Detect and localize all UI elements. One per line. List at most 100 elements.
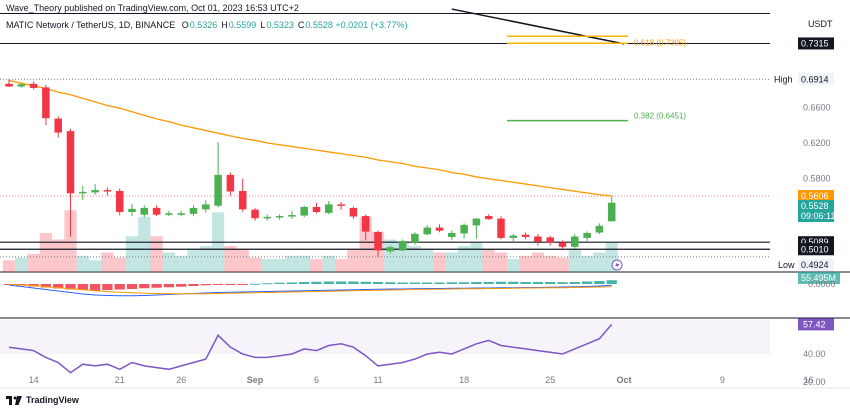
price-change: +0.0201 (+3.77%) xyxy=(335,20,408,30)
macd-histogram-bar xyxy=(262,283,273,285)
macd-histogram-bar xyxy=(397,282,408,284)
level-tag: 0.7315 xyxy=(798,37,834,50)
candle xyxy=(484,214,493,220)
macd-histogram-bar xyxy=(299,282,310,284)
candle-body xyxy=(202,204,210,210)
rsi-tag-text: 57.42 xyxy=(803,319,826,329)
volume-bar xyxy=(334,259,348,272)
candle xyxy=(607,196,616,222)
candle-body xyxy=(5,83,13,87)
volume-bar xyxy=(421,249,434,272)
volume-bar xyxy=(470,242,483,272)
volume-bar xyxy=(27,253,40,272)
macd-histogram-bar xyxy=(569,282,580,284)
candle-body xyxy=(165,213,173,215)
symbol-name[interactable]: MATIC Network / TetherUS, 1D, BINANCE xyxy=(6,20,176,30)
time-tick: 9 xyxy=(720,375,725,385)
candle xyxy=(165,210,173,217)
candle xyxy=(546,235,554,246)
volume-bar xyxy=(556,257,569,272)
candle-body xyxy=(386,247,395,252)
candle-body xyxy=(546,237,554,243)
candle xyxy=(534,234,542,246)
low-tag-bg xyxy=(798,258,834,271)
candle xyxy=(54,116,62,138)
time-tick: 16 xyxy=(803,375,813,385)
ema-tag-text: 0.5606 xyxy=(801,191,829,201)
candle-body xyxy=(423,227,431,235)
tradingview-logo-icon xyxy=(6,395,22,405)
candle-body xyxy=(435,227,444,231)
candle xyxy=(509,234,518,243)
macd-signal-line xyxy=(8,283,612,295)
volume-bar xyxy=(433,252,446,272)
candle xyxy=(312,202,321,214)
low-tag-text: 0.4924 xyxy=(801,260,829,270)
candle xyxy=(79,185,87,201)
volume-bar xyxy=(347,249,360,272)
candle xyxy=(152,205,161,217)
volume-bar xyxy=(568,249,581,272)
candle-body xyxy=(497,218,505,238)
price-tick: 0.5800 xyxy=(803,174,831,184)
volume-bar xyxy=(15,257,28,272)
volume-bar xyxy=(519,255,532,272)
time-tick: 11 xyxy=(373,375,382,385)
candle-body xyxy=(115,190,124,212)
volume-bar xyxy=(261,259,274,272)
candle-body xyxy=(29,83,38,88)
candle xyxy=(497,216,505,240)
candle xyxy=(521,232,530,240)
candle-body xyxy=(534,236,542,242)
ohlc-key: H xyxy=(221,20,228,30)
time-tick: 18 xyxy=(459,375,469,385)
candle xyxy=(595,223,604,235)
candle-body xyxy=(411,233,419,243)
volume-bar xyxy=(76,255,89,272)
candle xyxy=(226,172,235,196)
candle-body xyxy=(275,215,284,218)
volume-bar xyxy=(531,252,545,272)
time-tick: 21 xyxy=(115,375,125,385)
candle xyxy=(300,205,308,218)
support-tag-text: 0.5089 xyxy=(801,237,829,247)
candle-body xyxy=(288,215,296,217)
candle xyxy=(423,225,431,235)
rsi-tick: 40.00 xyxy=(803,349,826,359)
level-tag-text: 0.7315 xyxy=(801,38,829,48)
time-tick: Oct xyxy=(616,375,631,385)
high-label: High xyxy=(774,74,793,84)
published-line: Wave_Theory published on TradingView.com… xyxy=(6,3,299,13)
price-tick: 0.6200 xyxy=(803,138,831,148)
macd-histogram-bar xyxy=(483,282,494,284)
macd-histogram-bar xyxy=(89,284,101,291)
candle-body xyxy=(226,174,235,192)
candle xyxy=(251,208,259,221)
candle-body xyxy=(349,207,358,217)
macd-histogram-bar xyxy=(40,284,52,288)
macd-histogram-bar xyxy=(422,282,433,284)
volume-bar xyxy=(457,246,471,272)
brand-footer: TradingView xyxy=(6,395,79,405)
volume-bar xyxy=(224,246,237,272)
rsi-tag-bg xyxy=(798,318,834,331)
support-tag-text: 0.5010 xyxy=(801,244,829,254)
horizontal-levels xyxy=(0,8,770,258)
candle xyxy=(398,239,407,252)
volume-bar xyxy=(298,255,311,272)
lightning-icon xyxy=(611,259,623,271)
ema-line-path xyxy=(8,79,612,197)
candle xyxy=(103,187,112,196)
price-tick: 0.6600 xyxy=(803,102,831,112)
ohlc-values: O0.5326 H0.5599 L0.5323 C0.5528 xyxy=(178,20,333,30)
macd-histogram-bar xyxy=(274,282,285,284)
symbol-info: MATIC Network / TetherUS, 1D, BINANCE O0… xyxy=(6,20,407,30)
volume-bar xyxy=(593,252,606,272)
candle xyxy=(5,79,13,87)
volume-bar xyxy=(101,252,114,272)
candle-body xyxy=(583,232,591,238)
volume-bar xyxy=(150,236,163,272)
macd-histogram-bar xyxy=(495,281,507,284)
macd-zero-label: 0.0000 xyxy=(808,279,836,289)
